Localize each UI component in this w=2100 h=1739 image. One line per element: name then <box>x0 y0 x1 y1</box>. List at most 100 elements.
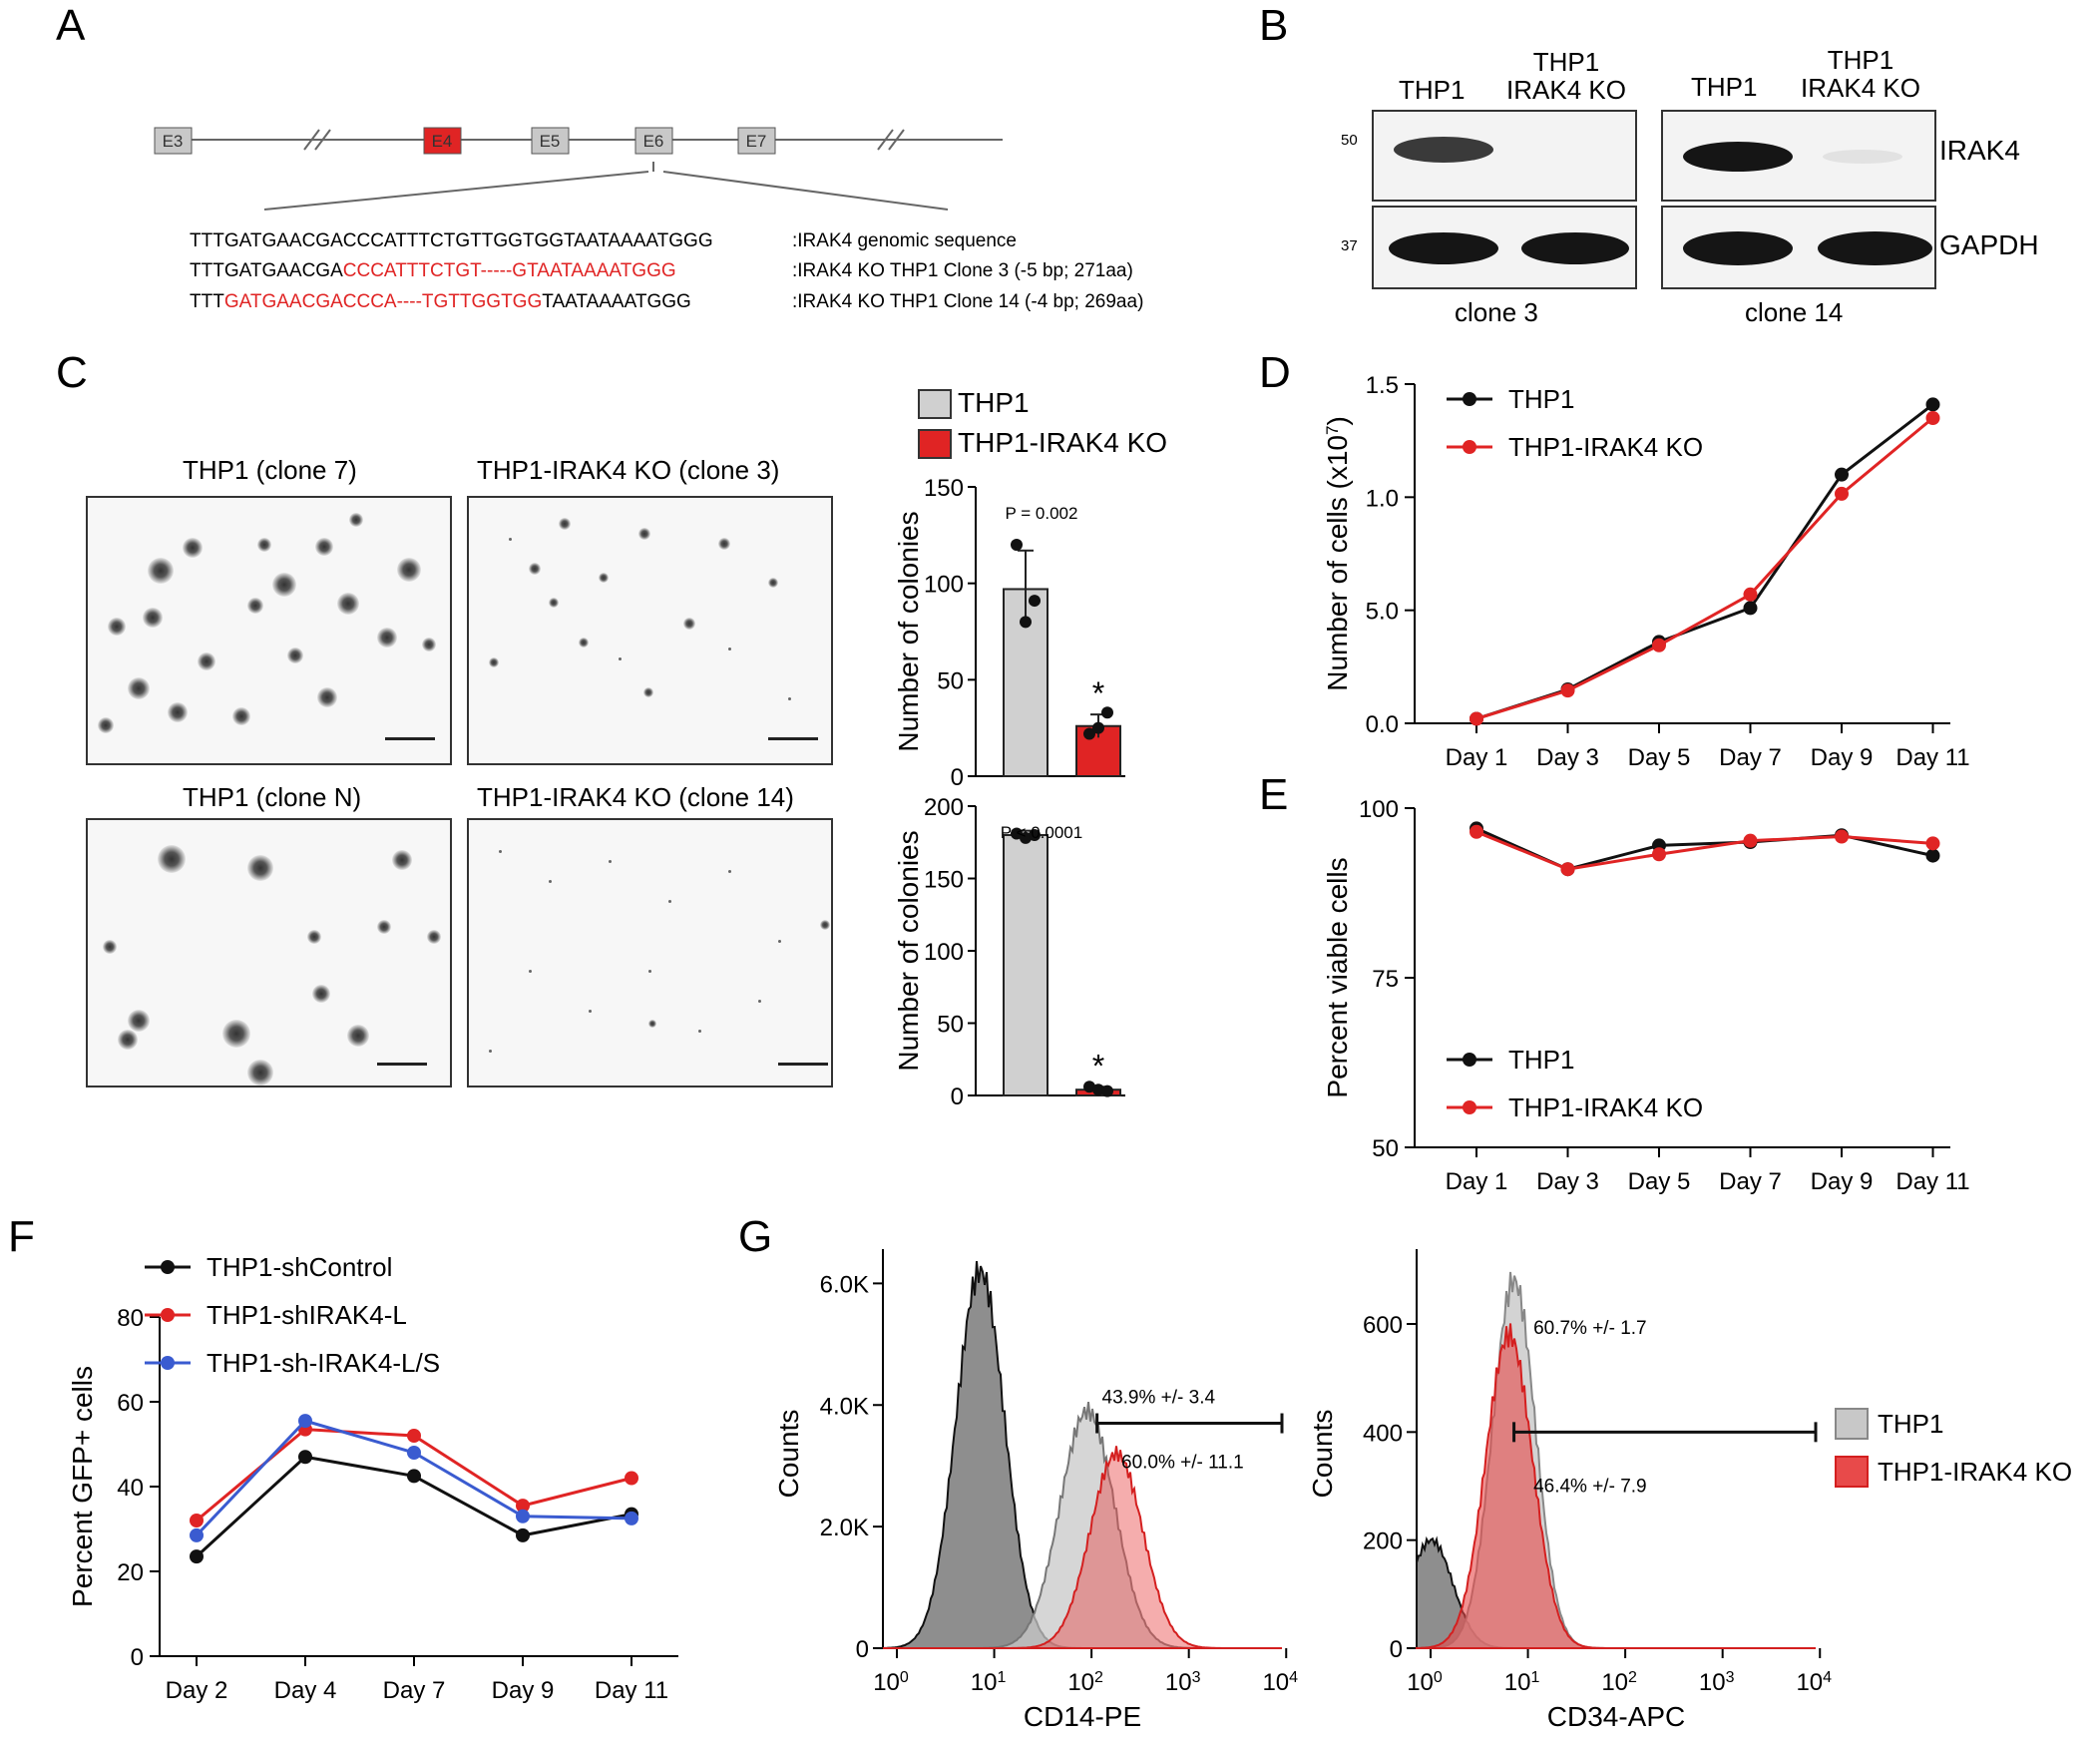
chart-viability: 50 75 100 Day 1 Day 3 Day 5 Day 7 Day 9 Day 11 Pe… <box>1322 796 1970 1195</box>
chart-cd34: 0 200 400 600 100 101 102 103 104 CD34-APC Counts 6… <box>1307 1249 2072 1732</box>
legend-label: THP1-shControl <box>207 1252 392 1282</box>
legend-label: THP1-IRAK4 KO <box>1878 1457 2072 1487</box>
data-point <box>516 1527 530 1542</box>
y-axis-title: Percent GFP+ cells <box>67 1366 98 1607</box>
mw-marker-50: 50 <box>1341 132 1358 149</box>
x-tick-label: 104 <box>1262 1669 1298 1697</box>
data-point <box>1652 847 1666 862</box>
data-point <box>298 1414 312 1429</box>
y-tick-label: 2.0K <box>820 1515 869 1541</box>
micro-title-thp1-cloneN: THP1 (clone N) <box>183 782 362 812</box>
chart-cd14: 0 2.0K 4.0K 6.0K 100 101 102 103 104 CD14-PE Count… <box>773 1249 1298 1732</box>
micro-title-thp1-clone7: THP1 (clone 7) <box>183 455 357 485</box>
blot-gapdh-clone14 <box>1661 206 1936 289</box>
y-axis-title: Number of colonies <box>893 830 924 1071</box>
histogram-ko <box>1416 1323 1816 1649</box>
panel-f-label: F <box>8 1212 35 1261</box>
band-irak4-thp1-clone14 <box>1683 142 1793 172</box>
data-point <box>1925 836 1940 851</box>
legend-label: THP1 <box>1878 1409 1943 1439</box>
blot-irak4-clone3 <box>1372 110 1637 202</box>
gate-annotation-thp1: 60.7% +/- 1.7 <box>1533 1318 1647 1339</box>
sequence-genomic: TTTGATGAACGACCCATTTCTGTTGGTGGTAATAAAATGG… <box>190 230 713 251</box>
micrograph-ko-clone3 <box>467 496 833 765</box>
y-tick-label: 40 <box>117 1475 144 1502</box>
x-axis-title: CD34-APC <box>1547 1701 1685 1732</box>
data-point <box>625 1511 638 1525</box>
x-tick-label: Day 5 <box>1628 744 1691 771</box>
data-point <box>1835 467 1849 482</box>
bar-thp1 <box>1003 834 1049 1096</box>
exon-e7 <box>737 127 776 155</box>
gate-annotation-ko: 60.0% +/- 11.1 <box>1121 1453 1244 1474</box>
legend-label: THP1-IRAK4 KO <box>1508 432 1703 462</box>
x-tick-label: 100 <box>1407 1669 1443 1697</box>
significance-star: * <box>1092 1048 1104 1084</box>
series-line <box>1475 416 1934 720</box>
y-tick-label: 0 <box>131 1644 144 1671</box>
data-point <box>1083 1081 1095 1093</box>
data-point <box>625 1471 638 1486</box>
legend-c-ko-swatch <box>918 429 952 459</box>
gene-diagram: E3 E4 E5 E6 E7 <box>154 127 1003 211</box>
exon-label-e5: E5 <box>540 132 561 151</box>
x-tick-label: Day 7 <box>1719 1168 1782 1195</box>
data-point <box>407 1446 421 1460</box>
exon-label-e6: E6 <box>643 132 664 151</box>
micrograph-thp1-clone7 <box>86 496 452 765</box>
x-tick-label: 104 <box>1796 1669 1832 1697</box>
p-value: P < 0.0001 <box>1001 823 1082 842</box>
sequence-clone14: TTTGATGAACGACCCA----TGTTGGTGGTAATAAAATGG… <box>190 291 691 312</box>
y-axis-title: Number of colonies <box>893 511 924 751</box>
y-tick-label: 150 <box>924 475 964 502</box>
exon-label-e3: E3 <box>163 132 184 151</box>
x-tick-label: Day 11 <box>595 1677 668 1704</box>
y-axis-title: Counts <box>773 1410 804 1499</box>
legend-marker <box>1463 1053 1476 1067</box>
data-point <box>1029 595 1041 608</box>
y-tick-label: 20 <box>117 1559 144 1586</box>
legend-marker <box>161 1356 175 1370</box>
y-tick-label: 4.0K <box>820 1393 869 1420</box>
exon-e6 <box>634 127 673 155</box>
data-point <box>1560 862 1575 877</box>
x-tick-label: Day 5 <box>1628 1168 1691 1195</box>
y-tick-label: 100 <box>924 939 964 966</box>
gate-annotation-thp1: 43.9% +/- 3.4 <box>1102 1388 1216 1409</box>
data-point <box>1083 727 1095 740</box>
panel-e-label: E <box>1259 770 1289 819</box>
legend-c-ko-label: THP1-IRAK4 KO <box>958 427 1168 458</box>
blot-col-thp1-clone14: THP1 <box>1691 72 1758 102</box>
x-tick-label: Day 7 <box>383 1677 446 1704</box>
y-tick-label: 50 <box>937 1012 964 1039</box>
x-tick-label: 101 <box>971 1669 1007 1697</box>
legend-label: THP1-shIRAK4-L <box>207 1300 407 1330</box>
gate-annotation-ko: 46.4% +/- 7.9 <box>1533 1476 1647 1497</box>
x-tick-label: Day 4 <box>274 1677 337 1704</box>
exon-label-e4: E4 <box>432 132 453 151</box>
x-tick-label: Day 3 <box>1536 744 1599 771</box>
y-axis-title: Counts <box>1307 1410 1338 1499</box>
data-point <box>516 1509 530 1523</box>
y-tick-label: 200 <box>1363 1528 1403 1555</box>
data-point <box>190 1549 204 1564</box>
y-tick-label: 1.0 <box>1366 485 1399 512</box>
data-point <box>1743 601 1758 616</box>
y-tick-label: 0 <box>1390 1636 1403 1663</box>
legend-marker <box>1463 392 1476 406</box>
sequence-clone3: TTTGATGAACGACCCATTTCTGT-----GTAATAAAATGG… <box>190 260 676 281</box>
micrograph-thp1-cloneN <box>86 818 452 1087</box>
data-point <box>1925 397 1940 412</box>
legend-swatch <box>1835 1408 1869 1440</box>
x-tick-label: Day 7 <box>1719 744 1782 771</box>
x-tick-label: 103 <box>1699 1669 1735 1697</box>
legend-label: THP1 <box>1508 1045 1574 1075</box>
y-tick-label: 75 <box>1372 966 1399 993</box>
blot-col-thp1-clone3: THP1 <box>1399 75 1466 105</box>
data-point <box>1011 827 1023 840</box>
x-tick-label: Day 2 <box>166 1677 228 1704</box>
x-tick-label: Day 11 <box>1895 744 1969 771</box>
y-axis-title: Percent viable cells <box>1322 857 1353 1097</box>
x-tick-label: Day 9 <box>1811 1168 1874 1195</box>
